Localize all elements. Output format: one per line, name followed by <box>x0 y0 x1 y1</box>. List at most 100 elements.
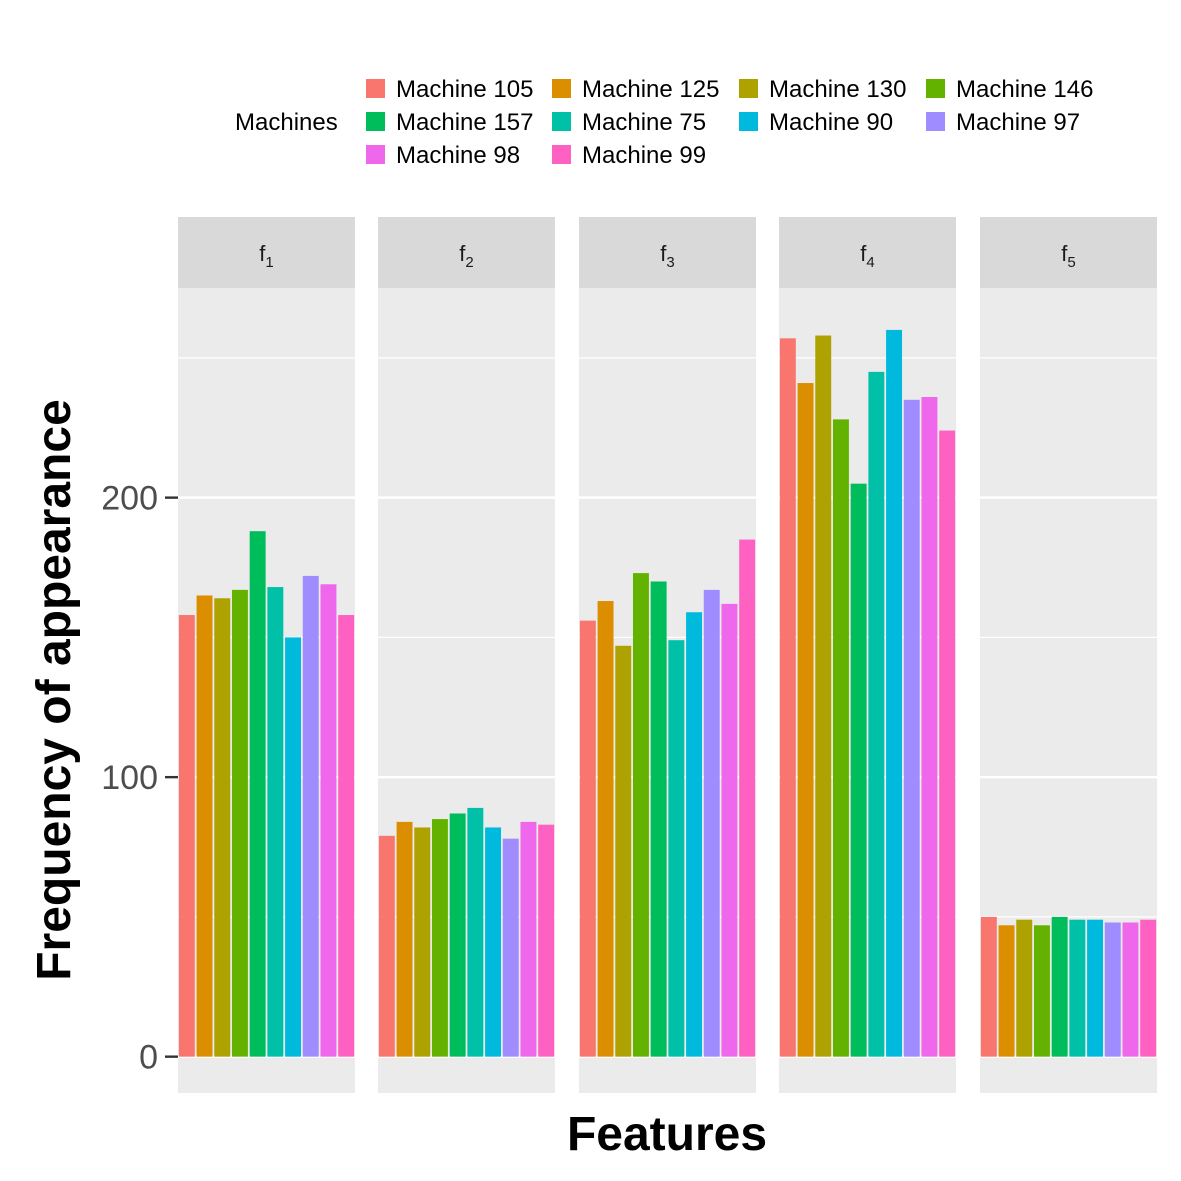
bar <box>1016 919 1033 1057</box>
bar <box>396 821 413 1057</box>
bar <box>431 819 448 1057</box>
bar <box>196 595 213 1057</box>
y-axis: 0 100 200 <box>101 480 178 1077</box>
bar <box>520 821 537 1057</box>
legend-item: Machine 75 <box>552 109 706 136</box>
legend-swatch <box>739 112 758 131</box>
legend-label: Machine 99 <box>582 142 706 169</box>
bar <box>868 371 885 1057</box>
bar <box>249 531 266 1057</box>
bar <box>797 383 814 1057</box>
bar <box>1069 919 1086 1057</box>
legend-label: Machine 105 <box>396 76 533 103</box>
legend-title: Machines <box>235 109 338 136</box>
legend-label: Machine 98 <box>396 142 520 169</box>
facet-panel: f3 <box>579 217 756 1093</box>
facet-strip <box>579 217 756 288</box>
bar <box>214 598 231 1057</box>
legend-swatch <box>552 145 571 164</box>
x-axis-title: Features <box>567 1108 767 1161</box>
bar <box>285 637 302 1057</box>
legend-swatch <box>366 79 385 98</box>
bar <box>267 587 284 1057</box>
legend-label: Machine 75 <box>582 109 706 136</box>
bar <box>1033 925 1050 1057</box>
bar <box>703 589 720 1057</box>
y-axis-title: Frequency of appearance <box>28 399 81 981</box>
legend-swatch <box>739 79 758 98</box>
bar <box>980 916 997 1057</box>
bar <box>739 539 756 1057</box>
facet-panel: f4 <box>779 217 956 1093</box>
bar <box>538 824 555 1057</box>
bar <box>939 430 956 1057</box>
bar <box>921 397 938 1057</box>
facet-strip <box>980 217 1157 288</box>
legend-swatch <box>926 79 945 98</box>
bar <box>850 483 867 1057</box>
legend-label: Machine 130 <box>769 76 906 103</box>
facet-strip <box>378 217 555 288</box>
bar <box>650 581 667 1057</box>
legend-swatch <box>926 112 945 131</box>
y-tick-label: 0 <box>139 1039 158 1077</box>
bar <box>779 338 796 1057</box>
legend-label: Machine 125 <box>582 76 719 103</box>
bar <box>903 399 920 1057</box>
legend-item: Machine 99 <box>552 142 706 169</box>
bar <box>502 838 519 1057</box>
legend-label: Machine 97 <box>956 109 1080 136</box>
y-tick-label: 100 <box>101 759 158 797</box>
bar <box>597 601 614 1057</box>
bar <box>579 620 596 1057</box>
facet-strip <box>779 217 956 288</box>
bar <box>1051 916 1068 1057</box>
legend-swatch <box>552 79 571 98</box>
bar <box>302 575 319 1057</box>
bar <box>998 925 1015 1057</box>
bar <box>615 645 632 1057</box>
bar <box>320 584 337 1057</box>
legend-item: Machine 125 <box>552 76 719 103</box>
facet-panel: f5 <box>980 217 1157 1093</box>
legend-swatch <box>552 112 571 131</box>
bar <box>632 573 649 1057</box>
facet-panel: f1 <box>178 217 355 1093</box>
legend-item: Machine 98 <box>366 142 520 169</box>
bar <box>1104 922 1121 1057</box>
bar <box>338 615 355 1057</box>
bar <box>378 835 395 1057</box>
legend-item: Machine 90 <box>739 109 893 136</box>
legend-item: Machine 157 <box>366 109 533 136</box>
legend-label: Machine 157 <box>396 109 533 136</box>
bar <box>1122 922 1139 1057</box>
legend-item: Machine 146 <box>926 76 1093 103</box>
facet-panels: f1 f2 f3 f4 f5 <box>178 217 1157 1093</box>
y-tick-label: 200 <box>101 480 158 518</box>
bar <box>1087 919 1104 1057</box>
bar <box>1140 919 1157 1057</box>
bar <box>467 807 484 1057</box>
legend-label: Machine 90 <box>769 109 893 136</box>
legend-item: Machine 97 <box>926 109 1080 136</box>
legend: Machines Machine 105 Machine 125 Machine 1… <box>235 76 1093 169</box>
bar <box>485 827 502 1057</box>
bar <box>886 329 903 1057</box>
legend-item: Machine 105 <box>366 76 533 103</box>
legend-item: Machine 130 <box>739 76 906 103</box>
bar <box>414 827 431 1057</box>
bar <box>178 615 195 1057</box>
legend-swatch <box>366 145 385 164</box>
bar <box>231 589 248 1057</box>
facet-strip <box>178 217 355 288</box>
bar <box>686 612 703 1057</box>
bar <box>815 335 832 1057</box>
bar <box>832 419 849 1057</box>
legend-label: Machine 146 <box>956 76 1093 103</box>
facet-panel: f2 <box>378 217 555 1093</box>
bar <box>449 813 466 1057</box>
bar <box>668 640 685 1057</box>
legend-swatch <box>366 112 385 131</box>
bar <box>721 603 738 1057</box>
